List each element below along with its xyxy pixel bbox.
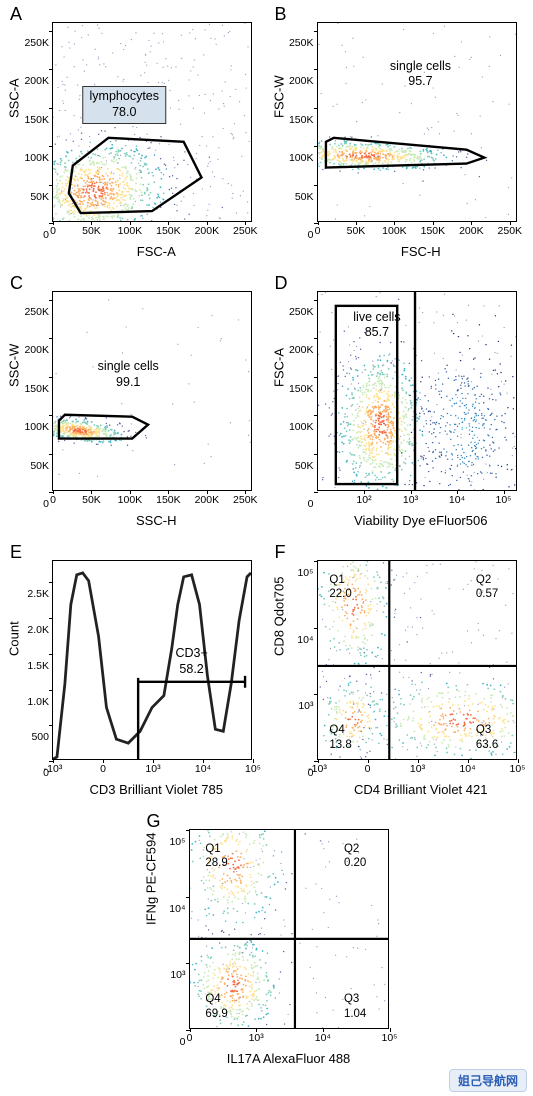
histogram-e xyxy=(53,561,251,759)
x-axis-label: CD4 Brilliant Violet 421 xyxy=(317,782,526,797)
y-axis-label: SSC-A xyxy=(7,78,22,118)
watermark-badge: 姐己导航网 xyxy=(449,1069,527,1092)
q4-label: Q413.8 xyxy=(329,723,351,752)
q2-label: Q20.20 xyxy=(344,842,366,871)
plot-area-g: Q128.9 Q20.20 Q31.04 Q469.9 010³10⁴10⁵01… xyxy=(189,829,389,1029)
y-axis-label: Count xyxy=(7,621,22,656)
density-b xyxy=(318,23,516,221)
panel-a: A lymphocytes 78.0 050K100K150K200K250K0… xyxy=(8,8,261,259)
y-axis-label: SSC-W xyxy=(7,344,22,387)
q1-label: Q122.0 xyxy=(329,573,351,602)
panel-f: F Q122.0 Q20.57 Q363.6 Q413.8 -10³010³10… xyxy=(273,546,526,797)
flow-cytometry-figure: A lymphocytes 78.0 050K100K150K200K250K0… xyxy=(0,0,533,1096)
x-axis-label: SSC-H xyxy=(52,513,261,528)
plot-area-e: CD3+ 58.2 -10³010³10⁴10⁵05001.0K1.5K2.0K… xyxy=(52,560,252,760)
panel-c: C single cells 99.1 050K100K150K200K250K… xyxy=(8,277,261,528)
y-axis-label: CD8 Qdot705 xyxy=(271,577,286,657)
plot-area-f: Q122.0 Q20.57 Q363.6 Q413.8 -10³010³10⁴1… xyxy=(317,560,517,760)
panel-letter: C xyxy=(10,273,23,294)
panel-letter: F xyxy=(275,542,286,563)
q2-label: Q20.57 xyxy=(476,573,498,602)
panel-g: G Q128.9 Q20.20 Q31.04 Q469.9 010³10⁴10⁵… xyxy=(145,815,389,1066)
density-a xyxy=(53,23,251,221)
hist-path xyxy=(53,573,251,759)
plot-area-c: single cells 99.1 050K100K150K200K250K05… xyxy=(52,291,252,491)
q3-label: Q363.6 xyxy=(476,723,498,752)
panel-letter: G xyxy=(147,811,161,832)
q3-label: Q31.04 xyxy=(344,992,366,1021)
panel-letter: B xyxy=(275,4,287,25)
x-axis-label: FSC-H xyxy=(317,244,526,259)
y-axis-label: FSC-A xyxy=(271,348,286,387)
panel-d: D live cells 85.7 10²10³10⁴10⁵050K100K15… xyxy=(273,277,526,528)
plot-area-d: live cells 85.7 10²10³10⁴10⁵050K100K150K… xyxy=(317,291,517,491)
x-axis-label: CD3 Brilliant Violet 785 xyxy=(52,782,261,797)
x-axis-label: IL17A AlexaFluor 488 xyxy=(189,1051,389,1066)
x-axis-label: Viability Dye eFluor506 xyxy=(317,513,526,528)
plot-area-b: single cells 95.7 050K100K150K200K250K05… xyxy=(317,22,517,222)
marker-group xyxy=(138,676,245,759)
panel-e: E CD3+ 58.2 -10³010³10⁴10⁵05001.0K1.5K2.… xyxy=(8,546,261,797)
panel-letter: D xyxy=(275,273,288,294)
plot-area-a: lymphocytes 78.0 050K100K150K200K250K050… xyxy=(52,22,252,222)
x-axis-label: FSC-A xyxy=(52,244,261,259)
q4-label: Q469.9 xyxy=(205,992,227,1021)
panel-b: B single cells 95.7 050K100K150K200K250K… xyxy=(273,8,526,259)
density-c xyxy=(53,292,251,490)
panel-grid: A lymphocytes 78.0 050K100K150K200K250K0… xyxy=(8,8,525,1066)
panel-letter: E xyxy=(10,542,22,563)
panel-letter: A xyxy=(10,4,22,25)
y-axis-label: IFNg PE-CF594 xyxy=(143,833,158,925)
density-d xyxy=(318,292,516,490)
q1-label: Q128.9 xyxy=(205,842,227,871)
y-axis-label: FSC-W xyxy=(271,75,286,118)
